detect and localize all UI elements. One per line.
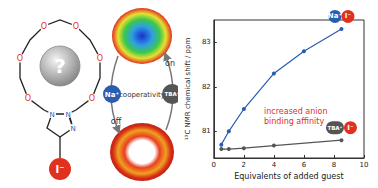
svg-text:O: O	[41, 22, 47, 31]
svg-text:10: 10	[360, 161, 369, 169]
svg-text:Equivalents of added guest: Equivalents of added guest	[234, 172, 343, 181]
svg-text:N: N	[49, 111, 54, 119]
svg-text:I⁻: I⁻	[56, 164, 65, 175]
svg-text:on: on	[165, 59, 175, 68]
svg-text:O: O	[17, 54, 23, 63]
svg-text:cooperativity: cooperativity	[119, 91, 165, 99]
svg-text:O: O	[89, 94, 95, 103]
svg-text:2: 2	[242, 161, 246, 169]
svg-text:binding affinity: binding affinity	[264, 117, 324, 126]
svg-text:82: 82	[202, 83, 211, 91]
svg-text:¹³C NMR chemical shift / ppm: ¹³C NMR chemical shift / ppm	[184, 38, 192, 141]
svg-text:?: ?	[54, 54, 66, 78]
svg-text:81: 81	[202, 127, 211, 135]
svg-text:TBA⁺: TBA⁺	[327, 125, 342, 131]
svg-text:N: N	[65, 111, 70, 119]
svg-text:I⁻: I⁻	[345, 12, 352, 20]
svg-text:8: 8	[332, 161, 336, 169]
svg-text:I⁻: I⁻	[347, 124, 354, 132]
svg-text:increased anion: increased anion	[264, 107, 330, 116]
svg-text:83: 83	[202, 38, 211, 46]
svg-text:0: 0	[212, 161, 216, 169]
svg-text:4: 4	[272, 161, 277, 169]
svg-text:6: 6	[302, 161, 307, 169]
svg-text:off: off	[111, 117, 122, 126]
svg-text:O: O	[97, 54, 103, 63]
svg-text:N: N	[70, 125, 75, 133]
svg-text:Na⁺: Na⁺	[105, 91, 120, 99]
svg-text:TBA⁺: TBA⁺	[164, 91, 178, 97]
svg-text:O: O	[25, 94, 31, 103]
svg-text:O: O	[73, 22, 79, 31]
svg-text:Na⁺: Na⁺	[328, 12, 343, 20]
